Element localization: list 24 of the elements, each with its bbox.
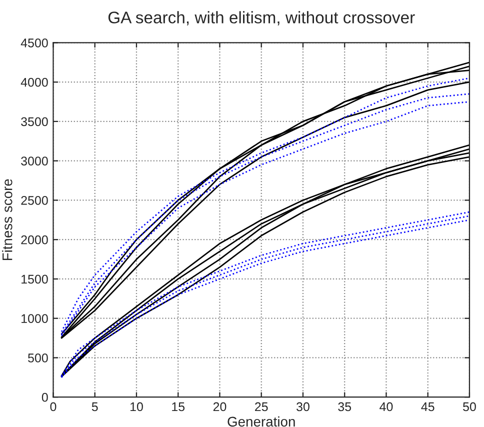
x-tick-label: 10 [130, 402, 143, 412]
y-tick-label: 2000 [21, 235, 48, 244]
y-tick-label: 1000 [22, 314, 48, 324]
y-axis-title: Fitness score [2, 179, 12, 260]
y-tick-label: 3000 [21, 156, 48, 166]
x-tick-label: 45 [421, 402, 434, 412]
y-tick-label: 2500 [21, 196, 48, 205]
x-tick-label: 20 [213, 402, 226, 412]
x-tick-label: 25 [255, 402, 268, 412]
y-tick-label: 4500 [20, 38, 48, 48]
y-tick-label: 500 [28, 354, 48, 362]
x-tick-label: 35 [338, 402, 352, 412]
x-tick-label: 5 [92, 402, 98, 412]
x-tick-label: 30 [296, 402, 310, 412]
chart-title: GA search, with elitism, without crossover [108, 11, 415, 26]
x-tick-label: 15 [172, 402, 185, 412]
x-axis-title: Generation [228, 416, 295, 427]
x-tick-label: 40 [380, 402, 393, 412]
y-tick-label: 4000 [20, 78, 48, 87]
y-tick-label: 0 [42, 392, 48, 402]
y-tick-label: 1500 [22, 274, 48, 284]
x-tick-label: 50 [463, 402, 476, 412]
x-tick-label: 0 [50, 402, 56, 412]
y-tick-label: 3500 [21, 117, 48, 126]
